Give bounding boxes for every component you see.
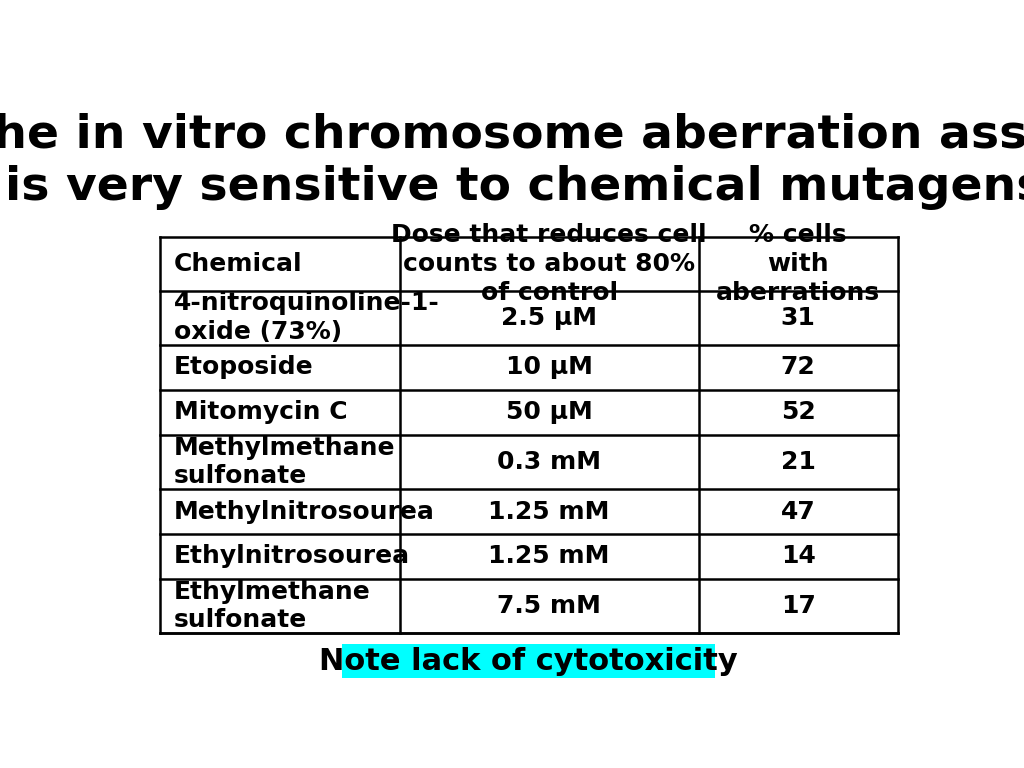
Text: 17: 17 xyxy=(780,594,815,618)
Text: 4-nitroquinoline-1-
oxide (73%): 4-nitroquinoline-1- oxide (73%) xyxy=(174,291,439,344)
Text: Note lack of cytotoxicity: Note lack of cytotoxicity xyxy=(319,647,738,676)
Text: 1.25 mM: 1.25 mM xyxy=(488,499,609,524)
Text: Ethylmethane
sulfonate: Ethylmethane sulfonate xyxy=(174,580,371,632)
Text: 50 μM: 50 μM xyxy=(506,400,593,424)
Text: 14: 14 xyxy=(780,545,815,568)
Text: Chemical: Chemical xyxy=(174,252,303,276)
Text: 52: 52 xyxy=(780,400,815,424)
Text: 21: 21 xyxy=(780,450,815,474)
Text: 7.5 mM: 7.5 mM xyxy=(497,594,601,618)
Text: Etoposide: Etoposide xyxy=(174,356,313,379)
Text: 0.3 mM: 0.3 mM xyxy=(497,450,601,474)
Text: The in vitro chromosome aberration assay
is very sensitive to chemical mutagens: The in vitro chromosome aberration assay… xyxy=(0,113,1024,210)
Text: Methylmethane
sulfonate: Methylmethane sulfonate xyxy=(174,435,395,488)
Text: Dose that reduces cell
counts to about 80%
of control: Dose that reduces cell counts to about 8… xyxy=(391,223,707,305)
Text: 1.25 mM: 1.25 mM xyxy=(488,545,609,568)
Text: Ethylnitrosourea: Ethylnitrosourea xyxy=(174,545,411,568)
Text: Mitomycin C: Mitomycin C xyxy=(174,400,348,424)
Text: 47: 47 xyxy=(780,499,815,524)
Text: 72: 72 xyxy=(780,356,815,379)
Text: Methylnitrosourea: Methylnitrosourea xyxy=(174,499,435,524)
FancyBboxPatch shape xyxy=(342,644,715,678)
Text: 2.5 μM: 2.5 μM xyxy=(501,306,597,329)
Text: 10 μM: 10 μM xyxy=(506,356,593,379)
Text: % cells
with
aberrations: % cells with aberrations xyxy=(716,223,881,305)
Text: 31: 31 xyxy=(780,306,815,329)
